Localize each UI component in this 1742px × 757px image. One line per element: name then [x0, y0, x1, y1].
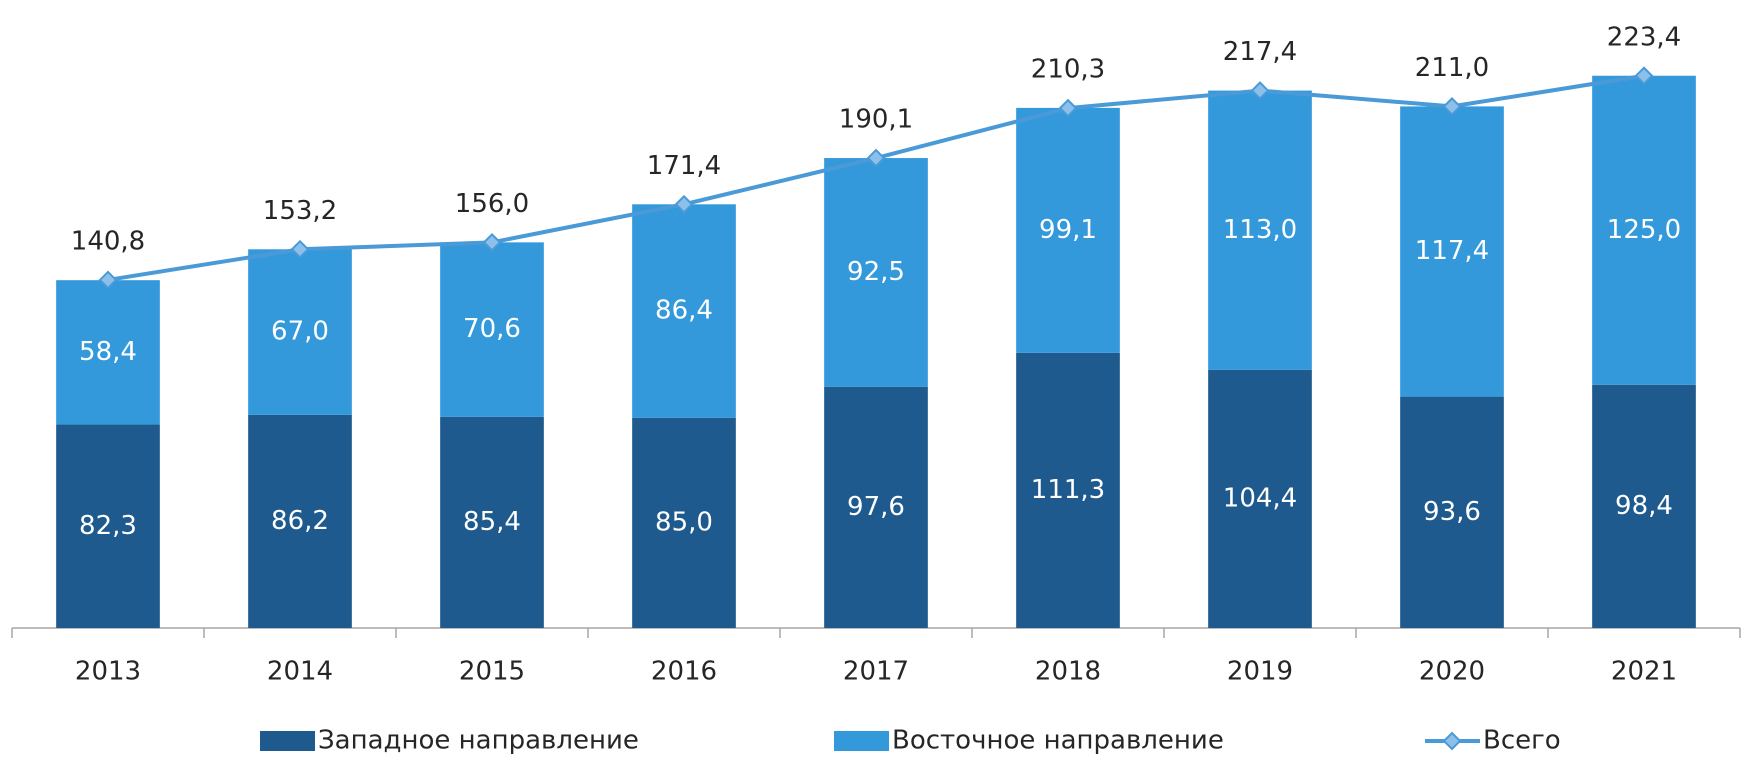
x-tick-label: 2015	[459, 657, 525, 687]
data-label: 99,1	[1039, 215, 1097, 245]
data-label: 67,0	[271, 317, 329, 347]
legend-label: Всего	[1483, 726, 1561, 756]
data-label: 211,0	[1415, 53, 1489, 83]
bar-segment	[440, 242, 544, 417]
data-label: 86,4	[655, 296, 713, 326]
bar-segment	[1208, 369, 1312, 628]
x-tick-label: 2021	[1611, 657, 1677, 687]
data-label: 117,4	[1415, 236, 1489, 266]
bar-segment	[56, 424, 160, 628]
line-marker	[674, 194, 694, 214]
legend-label: Восточное направление	[892, 726, 1224, 756]
bar-segment	[1400, 396, 1504, 628]
data-label: 125,0	[1607, 215, 1681, 245]
data-label: 210,3	[1031, 55, 1105, 85]
data-label: 223,4	[1607, 22, 1681, 52]
legend-label: Западное направление	[318, 726, 639, 756]
line-marker	[1058, 98, 1078, 118]
line-marker	[866, 148, 886, 168]
x-tick-label: 2020	[1419, 657, 1485, 687]
line-marker	[1634, 66, 1654, 86]
line-marker	[1442, 96, 1462, 116]
line-marker	[1250, 81, 1270, 101]
data-label: 153,2	[263, 196, 337, 226]
bar-segment	[440, 416, 544, 628]
legend-swatch	[834, 731, 889, 751]
data-label: 217,4	[1223, 37, 1297, 67]
bar-segment	[56, 280, 160, 425]
bar-segment	[1592, 75, 1696, 385]
x-tick-label: 2014	[267, 657, 333, 687]
bar-segment	[1592, 384, 1696, 628]
data-label: 113,0	[1223, 215, 1297, 245]
bar-segment	[824, 386, 928, 628]
x-tick-label: 2016	[651, 657, 717, 687]
data-label: 97,6	[847, 492, 905, 522]
line-marker	[290, 239, 310, 259]
bar-segment	[632, 417, 736, 628]
data-label: 58,4	[79, 337, 137, 367]
data-label: 93,6	[1423, 497, 1481, 527]
data-label: 111,3	[1031, 475, 1105, 505]
line-marker	[482, 232, 502, 252]
bar-segment	[1016, 107, 1120, 353]
data-label: 171,4	[647, 151, 721, 181]
line-marker	[98, 270, 118, 290]
bar-segment	[1208, 90, 1312, 370]
data-label: 104,4	[1223, 483, 1297, 513]
data-label: 86,2	[271, 506, 329, 536]
x-tick-label: 2018	[1035, 657, 1101, 687]
legend-swatch-marker	[1442, 731, 1462, 751]
bar-segment	[1400, 106, 1504, 397]
bar-segment	[1016, 352, 1120, 628]
bar-segment	[824, 158, 928, 387]
data-label: 140,8	[71, 226, 145, 256]
x-tick-label: 2017	[843, 657, 909, 687]
data-label: 82,3	[79, 511, 137, 541]
x-tick-label: 2019	[1227, 657, 1293, 687]
data-label: 190,1	[839, 105, 913, 135]
data-label: 85,0	[655, 507, 713, 537]
bar-segment	[632, 204, 736, 418]
legend-swatch	[260, 731, 315, 751]
data-label: 85,4	[463, 507, 521, 537]
data-label: 92,5	[847, 257, 905, 287]
bar-segment	[248, 249, 352, 415]
bar-segment	[248, 414, 352, 628]
data-label: 70,6	[463, 314, 521, 344]
x-tick-label: 2013	[75, 657, 141, 687]
data-label: 156,0	[455, 189, 529, 219]
data-label: 98,4	[1615, 491, 1673, 521]
